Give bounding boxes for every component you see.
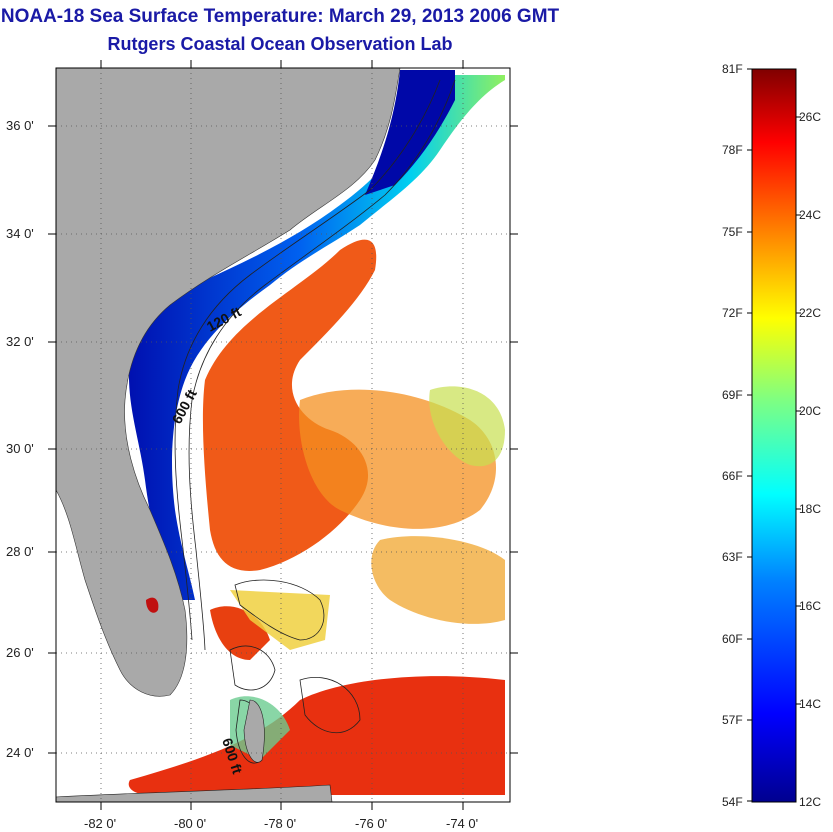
colorbar-c-26: 26C [799,110,822,124]
colorbar-c-14: 14C [799,697,822,711]
island-andros [243,699,265,763]
colorbar-f-81: 81F [722,62,743,76]
colorbar-f-60: 60F [722,632,743,646]
colorbar-c-24: 24C [799,208,822,222]
map-title: NOAA-18 Sea Surface Temperature: March 2… [0,6,560,27]
lat-tick-26: 26 0' [6,645,34,660]
cold-coastal-band [128,70,506,600]
island-cuba [55,784,333,803]
axis-ticks [48,60,518,810]
graticule [56,68,510,802]
colorbar-f-66: 66F [722,469,743,483]
lon-tick-80: -80 0' [174,816,207,831]
colorbar-c-22: 22C [799,306,822,320]
map-plot-area: 120 ft 600 ft 600 ft [48,60,518,810]
lake-okeechobee [146,597,159,613]
lon-tick-82: -82 0' [84,816,117,831]
lat-tick-34: 34 0' [6,226,34,241]
colorbar-f-72: 72F [722,306,743,320]
colorbar-c-12: 12C [799,795,822,809]
colorbar-c-18: 18C [799,502,822,516]
colorbar-c-16: 16C [799,599,822,613]
colorbar-f-69: 69F [722,388,743,402]
land-mainland [55,67,401,697]
colorbar-f-63: 63F [722,550,743,564]
colorbar [747,68,801,803]
colorbar-c-20: 20C [799,404,822,418]
lat-tick-36: 36 0' [6,118,34,133]
colorbar-f-57: 57F [722,713,743,727]
colorbar-f-78: 78F [722,143,743,157]
colorbar-f-54: 54F [722,795,743,809]
lon-tick-78: -78 0' [264,816,297,831]
colorbar-f-75: 75F [722,225,743,239]
lat-tick-32: 32 0' [6,334,34,349]
map-subtitle: Rutgers Coastal Ocean Observation Lab [107,34,453,54]
lon-tick-76: -76 0' [355,816,388,831]
lat-tick-28: 28 0' [6,544,34,559]
lat-tick-24: 24 0' [6,745,34,760]
warm-water-region [128,239,506,795]
lon-tick-74: -74 0' [446,816,479,831]
lat-tick-30: 30 0' [6,441,34,456]
